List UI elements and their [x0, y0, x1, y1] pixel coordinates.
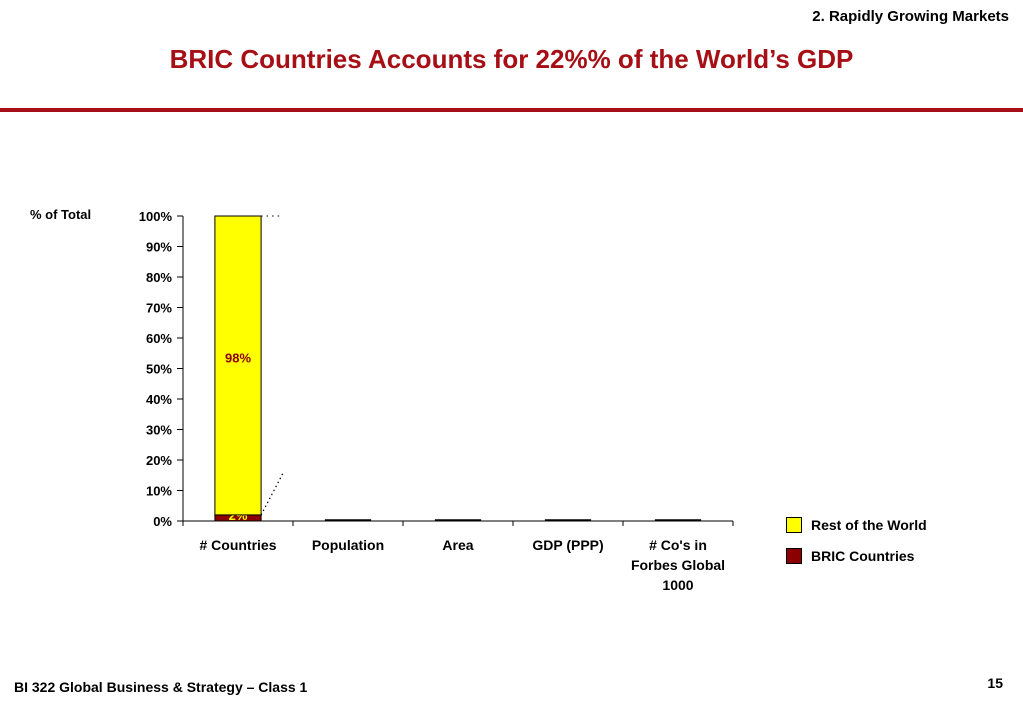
y-tick-label-1: 10% [146, 484, 172, 499]
bar-rest-of-the-world-0 [214, 215, 262, 516]
page-number: 15 [987, 675, 1003, 691]
x-category-label-1: Population [312, 537, 384, 553]
x-category-label-2: Area [442, 537, 473, 553]
bar-label-rest-of-the-world-0: 98% [225, 350, 251, 365]
y-axis-label: % of Total [30, 207, 91, 222]
y-tick-label-6: 60% [146, 331, 172, 346]
chart-legend: Rest of the World BRIC Countries [786, 514, 927, 576]
y-tick-label-3: 30% [146, 423, 172, 438]
y-tick-label-2: 20% [146, 453, 172, 468]
x-category-label-4: # Co's in Forbes Global 1000 [631, 537, 725, 593]
legend-item-rest-of-world: Rest of the World [786, 514, 927, 536]
leader-line-bottom [260, 472, 284, 516]
y-tick-label-8: 80% [146, 270, 172, 285]
x-category-label-0: # Countries [199, 537, 276, 553]
y-tick-label-9: 90% [146, 240, 172, 255]
slide-title: BRIC Countries Accounts for 22%% of the … [169, 44, 854, 74]
y-tick-label-0: 0% [153, 514, 172, 529]
x-category-label-3: GDP (PPP) [532, 537, 603, 553]
y-tick-label-10: 100% [139, 209, 173, 224]
legend-label-bric: BRIC Countries [811, 548, 915, 564]
legend-item-bric: BRIC Countries [786, 545, 927, 567]
legend-swatch-rest-of-world [786, 517, 802, 533]
title-divider [0, 108, 1023, 112]
legend-swatch-bric [786, 548, 802, 564]
legend-label-rest-of-world: Rest of the World [811, 517, 927, 533]
y-tick-label-4: 40% [146, 392, 172, 407]
y-tick-label-7: 70% [146, 301, 172, 316]
section-label: 2. Rapidly Growing Markets [812, 8, 1009, 25]
footer-course: BI 322 Global Business & Strategy – Clas… [14, 679, 308, 695]
y-tick-label-5: 50% [146, 362, 172, 377]
